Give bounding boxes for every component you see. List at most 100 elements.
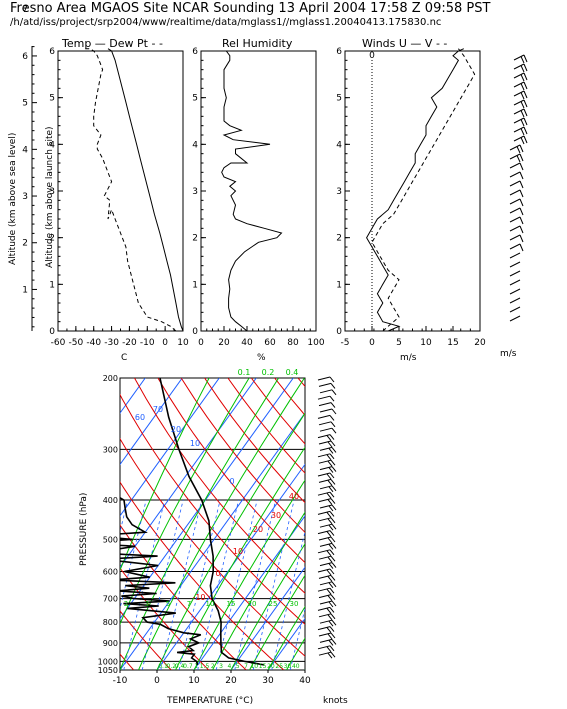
skewt-wind-barb bbox=[317, 395, 335, 402]
mixing-ratio-label: 0.1 bbox=[238, 368, 251, 377]
skewt-barb-flag bbox=[330, 498, 336, 504]
skewt-barb-flag bbox=[328, 448, 334, 454]
wind-barb-flag bbox=[519, 234, 524, 243]
isotherm bbox=[120, 378, 183, 466]
skewt-barb-flag bbox=[326, 608, 332, 614]
isotherm bbox=[120, 378, 257, 569]
y-tick-label: 0 bbox=[336, 327, 342, 337]
dry-adiabat bbox=[368, 378, 567, 670]
wind-barb-staff bbox=[509, 297, 521, 304]
skewt-barb-flag bbox=[329, 434, 335, 440]
skewt-barb-flag bbox=[328, 505, 334, 512]
dry-adiabat bbox=[391, 378, 567, 670]
skewt-wind-barb bbox=[319, 427, 337, 434]
dry-adiabat bbox=[0, 378, 59, 670]
skewt-barb-staff bbox=[317, 434, 331, 439]
mixing-ratio-line bbox=[141, 499, 184, 670]
y-tick-label: 3 bbox=[49, 187, 55, 197]
skewt-barb-flag bbox=[330, 383, 336, 389]
pressure-tick-label: 900 bbox=[103, 639, 118, 648]
skewt-barb-flag bbox=[331, 408, 337, 415]
skewt-barb-staff bbox=[317, 530, 331, 535]
skewt-barb-staff bbox=[317, 414, 331, 419]
rh-x-label: % bbox=[257, 353, 266, 363]
skewt-barb-flag bbox=[327, 499, 333, 505]
outer-y-tick-label: 4 bbox=[22, 145, 28, 155]
x-tick-label: 20 bbox=[474, 338, 486, 348]
wind-barb bbox=[509, 189, 524, 198]
mixing-ratio-line bbox=[120, 499, 129, 534]
bottom-mixing-label: 0.7 bbox=[183, 663, 193, 670]
skewt-barb-flag bbox=[329, 530, 335, 536]
skewt-barb-staff bbox=[318, 632, 332, 637]
moist-adiabat-label: 2 bbox=[124, 600, 128, 608]
temperature-profile-temp-line bbox=[107, 48, 184, 332]
temp-tick-label: 40 bbox=[299, 676, 311, 686]
bottom-mixing-label: 40 bbox=[292, 663, 300, 670]
wind-barb-flag bbox=[520, 92, 525, 100]
wind-barb-flag bbox=[523, 90, 528, 99]
wind-barb-flag bbox=[516, 146, 521, 154]
dry-adiabat bbox=[415, 378, 567, 670]
skewt-barb-flag bbox=[326, 569, 332, 576]
moist-adiabat-label: 7 bbox=[187, 600, 191, 608]
skewt-wind-barb bbox=[319, 562, 337, 569]
skewt-wind-barb bbox=[317, 568, 335, 576]
skewt-barb-flag bbox=[326, 550, 332, 557]
dry-adiabat-label: 20 bbox=[253, 525, 263, 534]
y-tick-label: 2 bbox=[49, 234, 55, 244]
x-tick-label: -50 bbox=[69, 338, 84, 348]
temp-x-label: C bbox=[121, 353, 127, 363]
skewt-wind-barb bbox=[318, 517, 336, 525]
skewt-barb-staff bbox=[318, 594, 332, 599]
skewt-wind-barb bbox=[319, 485, 337, 493]
skewt-barb-flag bbox=[329, 568, 335, 575]
wind-barb-flag bbox=[523, 72, 528, 81]
wind-barb bbox=[509, 279, 521, 286]
x-tick-label: 0 bbox=[369, 338, 375, 348]
y-tick-label: 5 bbox=[192, 94, 198, 104]
skewt-barb-flag bbox=[327, 480, 333, 486]
isotherm bbox=[342, 378, 552, 670]
wind-barb-staff bbox=[509, 234, 521, 241]
moist-adiabat bbox=[249, 574, 305, 670]
isotherm-label: 20 bbox=[171, 425, 181, 434]
skewt-barb-flag bbox=[327, 595, 333, 601]
wind-barb-staff bbox=[509, 270, 521, 277]
wind-barb-staff bbox=[509, 279, 521, 286]
outer-y-tick-label: 2 bbox=[22, 239, 28, 249]
skewt-barb-flag bbox=[326, 512, 332, 518]
wind-barb-staff bbox=[509, 180, 521, 187]
isotherm bbox=[230, 566, 305, 670]
skewt-barb-flag bbox=[330, 575, 336, 581]
wind-barb-flag bbox=[520, 110, 525, 118]
skewt-barb-staff bbox=[319, 466, 333, 471]
bottom-mixing-label: 20 bbox=[267, 663, 275, 670]
x-tick-label: -30 bbox=[104, 338, 119, 348]
temp-tick-label: 10 bbox=[188, 676, 200, 686]
page-title: Fresno Area MGAOS Site NCAR Sounding 13 … bbox=[10, 1, 491, 16]
wind-barb bbox=[509, 198, 524, 207]
wind-barb bbox=[509, 171, 524, 180]
moist-adiabat bbox=[175, 446, 305, 670]
bottom-mixing-label: 2 bbox=[211, 663, 215, 670]
skewt-wind-barb bbox=[318, 632, 336, 640]
wind-barb bbox=[509, 234, 524, 243]
skewt-barb-flag bbox=[331, 427, 337, 434]
zero-wind-label: 0 bbox=[369, 51, 375, 61]
skewt-wind-barb bbox=[317, 472, 335, 480]
skewt-barb-staff bbox=[319, 446, 333, 451]
skewt-barb-flag bbox=[327, 460, 333, 467]
dry-adiabat-label: 40 bbox=[289, 492, 299, 501]
skewt-wind-barb bbox=[317, 606, 335, 614]
skewt-barb-staff bbox=[319, 562, 333, 567]
skewt-barb-flag bbox=[331, 600, 337, 607]
skewt-barb-flag bbox=[329, 549, 335, 556]
bottom-mixing-label: 7 bbox=[244, 663, 248, 670]
skewt-barb-staff bbox=[319, 485, 333, 490]
wind-barb-flag bbox=[520, 137, 525, 145]
wind-barb-staff bbox=[513, 54, 525, 61]
skewt-wind-barb bbox=[318, 574, 336, 582]
skewt-barb-flag bbox=[327, 556, 333, 563]
skewt-barb-staff bbox=[318, 517, 332, 522]
